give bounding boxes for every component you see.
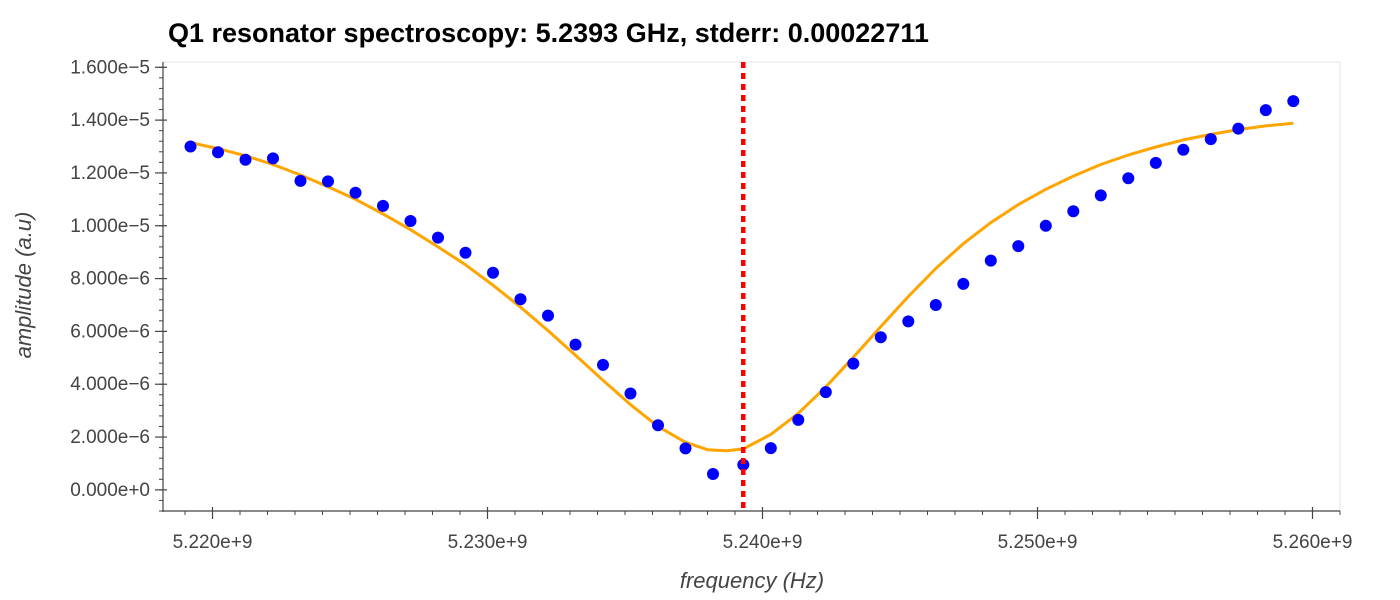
data-point [542,309,554,322]
x-tick-label: 5.250e+9 [998,532,1078,553]
data-point [902,315,915,328]
y-axis: 0.000e+0 2.000e−6 4.000e−6 6.000e−6 8.000e−6… [70,57,167,512]
data-point [624,387,637,400]
y-tick-label: 1.600e−5 [70,57,150,78]
y-tick-label: 4.000e−6 [70,374,150,395]
data-point [764,442,777,455]
data-point [1287,95,1300,108]
y-tick-label: 1.400e−5 [70,110,150,131]
x-axis: 5.220e+9 5.230e+9 5.240e+9 5.250e+9 5.260e+9 [162,507,1352,553]
data-point [1149,156,1162,169]
data-point [487,266,499,279]
data-point [184,140,197,153]
data-point [459,246,472,259]
data-point [267,152,279,165]
data-point [707,468,719,480]
data-point [679,442,692,455]
data-point [1259,104,1272,117]
y-tick-label: 6.000e−6 [70,321,150,342]
x-tick-label: 5.240e+9 [723,532,803,553]
data-point [404,215,417,227]
data-point [1039,219,1052,232]
data-point [1122,172,1135,185]
data-point [819,386,832,399]
data-point [239,153,252,166]
data-point [514,293,527,306]
data-point [984,254,997,267]
data-point [597,358,609,371]
data-point [1204,133,1217,146]
data-point [1012,240,1025,253]
data-point [929,299,942,311]
data-point [652,419,664,432]
x-tick-label: 5.220e+9 [173,532,253,553]
data-point [377,199,389,212]
data-point [792,413,805,426]
y-tick-label: 0.000e+0 [70,480,150,501]
data-point [349,186,362,199]
data-point [432,231,444,244]
data-point [322,175,334,188]
data-point [1067,205,1080,218]
x-tick-label: 5.230e+9 [448,532,528,553]
y-tick-label: 1.000e−5 [70,216,150,237]
data-point [1232,122,1245,135]
data-point [212,146,224,159]
y-tick-label: 2.000e−6 [70,427,150,448]
fit-line [190,121,1294,453]
data-point [737,458,750,471]
x-axis-label: frequency (Hz) [680,568,824,593]
y-tick-label: 8.000e−6 [70,269,150,290]
y-axis-label: amplitude (a.u) [11,212,36,359]
data-point [847,357,860,370]
chart-title: Q1 resonator spectroscopy: 5.2393 GHz, s… [168,18,929,48]
data-point [1177,143,1190,156]
data-point [874,331,887,344]
data-point [569,338,582,351]
data-point [294,174,307,187]
data-point [957,277,970,290]
data-point [1094,189,1107,202]
series-layer [184,62,1300,511]
x-tick-label: 5.260e+9 [1273,532,1353,553]
plot-area [162,61,1341,512]
y-tick-label: 1.200e−5 [70,163,150,184]
